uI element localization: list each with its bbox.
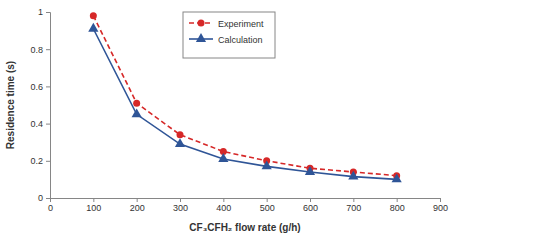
x-tick-label: 600 xyxy=(303,203,318,213)
x-axis-title: CF₃CFH₂ flow rate (g/h) xyxy=(189,222,300,233)
legend-marker-group xyxy=(198,20,205,27)
y-tick-mark xyxy=(46,124,50,125)
point-marker xyxy=(133,100,140,107)
x-tick: 100 xyxy=(86,198,101,213)
x-tick-label: 200 xyxy=(130,203,145,213)
y-tick-label: 0.6 xyxy=(30,82,43,92)
chart: 0 100 200 300 400 500 600 700 800 900 0 0.2 0.4 0.6 0.… xyxy=(0,0,555,251)
y-tick-mark xyxy=(46,161,50,162)
x-axis-line xyxy=(51,199,441,203)
x-tick: 900 xyxy=(433,198,448,213)
x-tick: 600 xyxy=(303,198,318,213)
x-tick-label: 400 xyxy=(216,203,231,213)
x-tick-label: 500 xyxy=(260,203,275,213)
y-tick-label: 1 xyxy=(38,7,43,17)
y-tick-label: 0 xyxy=(38,193,43,203)
legend: Experiment Calculation xyxy=(183,12,275,58)
x-tick-mark xyxy=(310,198,311,202)
x-tick-mark xyxy=(267,198,268,202)
point-marker xyxy=(88,23,98,32)
y-tick-mark xyxy=(46,12,50,13)
marks xyxy=(88,12,402,182)
legend-marker xyxy=(198,20,205,27)
marker-group xyxy=(218,153,228,162)
marker-group xyxy=(392,174,402,183)
x-tick: 400 xyxy=(216,198,231,213)
legend-box xyxy=(183,12,275,58)
legend-label: Calculation xyxy=(218,35,263,45)
y-tick-label: 0.8 xyxy=(30,45,43,55)
point-marker xyxy=(392,174,402,183)
marker-group xyxy=(90,12,97,19)
x-tick-label: 700 xyxy=(346,203,361,213)
y-tick: 0.4 xyxy=(30,119,50,129)
x-tick-label: 0 xyxy=(48,203,53,213)
y-tick-mark xyxy=(46,198,50,199)
x-tick-label: 300 xyxy=(173,203,188,213)
x-tick: 500 xyxy=(260,198,275,213)
x-tick: 300 xyxy=(173,198,188,213)
x-tick-mark xyxy=(440,198,441,202)
marker-group xyxy=(348,171,358,180)
point-marker xyxy=(132,108,142,117)
marker-group xyxy=(133,100,140,107)
point-marker xyxy=(90,12,97,19)
y-tick: 0.6 xyxy=(30,82,50,92)
series-line xyxy=(93,16,396,176)
marker-group xyxy=(305,166,315,175)
x-tick: 0 xyxy=(48,198,53,213)
y-tick-label: 0.4 xyxy=(30,119,43,129)
y-tick: 0.2 xyxy=(30,156,50,166)
x-tick-mark xyxy=(137,198,138,202)
point-marker xyxy=(262,160,272,169)
y-axis-line xyxy=(46,13,51,199)
legend-marker-group xyxy=(196,33,206,42)
y-tick-label: 0.2 xyxy=(30,156,43,166)
y-tick: 0.8 xyxy=(30,45,50,55)
point-marker xyxy=(175,138,185,147)
x-tick-label: 800 xyxy=(390,203,405,213)
x-tick: 800 xyxy=(390,198,405,213)
legend-label: Experiment xyxy=(218,19,264,29)
x-tick-label: 100 xyxy=(86,203,101,213)
point-marker xyxy=(177,131,184,138)
y-tick: 1 xyxy=(38,7,50,17)
marker-group xyxy=(262,160,272,169)
point-marker xyxy=(305,166,315,175)
point-marker xyxy=(348,171,358,180)
point-marker xyxy=(218,153,228,162)
x-tick: 200 xyxy=(130,198,145,213)
x-tick-label: 900 xyxy=(433,203,448,213)
y-axis-title: Residence time (s) xyxy=(5,61,16,149)
y-tick-mark xyxy=(46,49,50,50)
x-axis: 0 100 200 300 400 500 600 700 800 900 xyxy=(48,198,448,213)
x-tick-mark xyxy=(353,198,354,202)
x-tick-mark xyxy=(93,198,94,202)
marker-group xyxy=(132,108,142,117)
marker-group xyxy=(177,131,184,138)
legend-marker xyxy=(196,33,206,42)
y-axis: 0 0.2 0.4 0.6 0.8 1 xyxy=(30,7,50,203)
y-tick: 0 xyxy=(38,193,50,203)
x-tick-mark xyxy=(223,198,224,202)
x-tick: 700 xyxy=(346,198,361,213)
x-tick-mark xyxy=(397,198,398,202)
marker-group xyxy=(175,138,185,147)
x-tick-mark xyxy=(180,198,181,202)
plot: 0 100 200 300 400 500 600 700 800 900 0 0.2 0.4 0.6 0.… xyxy=(30,7,448,213)
marker-group xyxy=(88,23,98,32)
y-tick-mark xyxy=(46,86,50,87)
